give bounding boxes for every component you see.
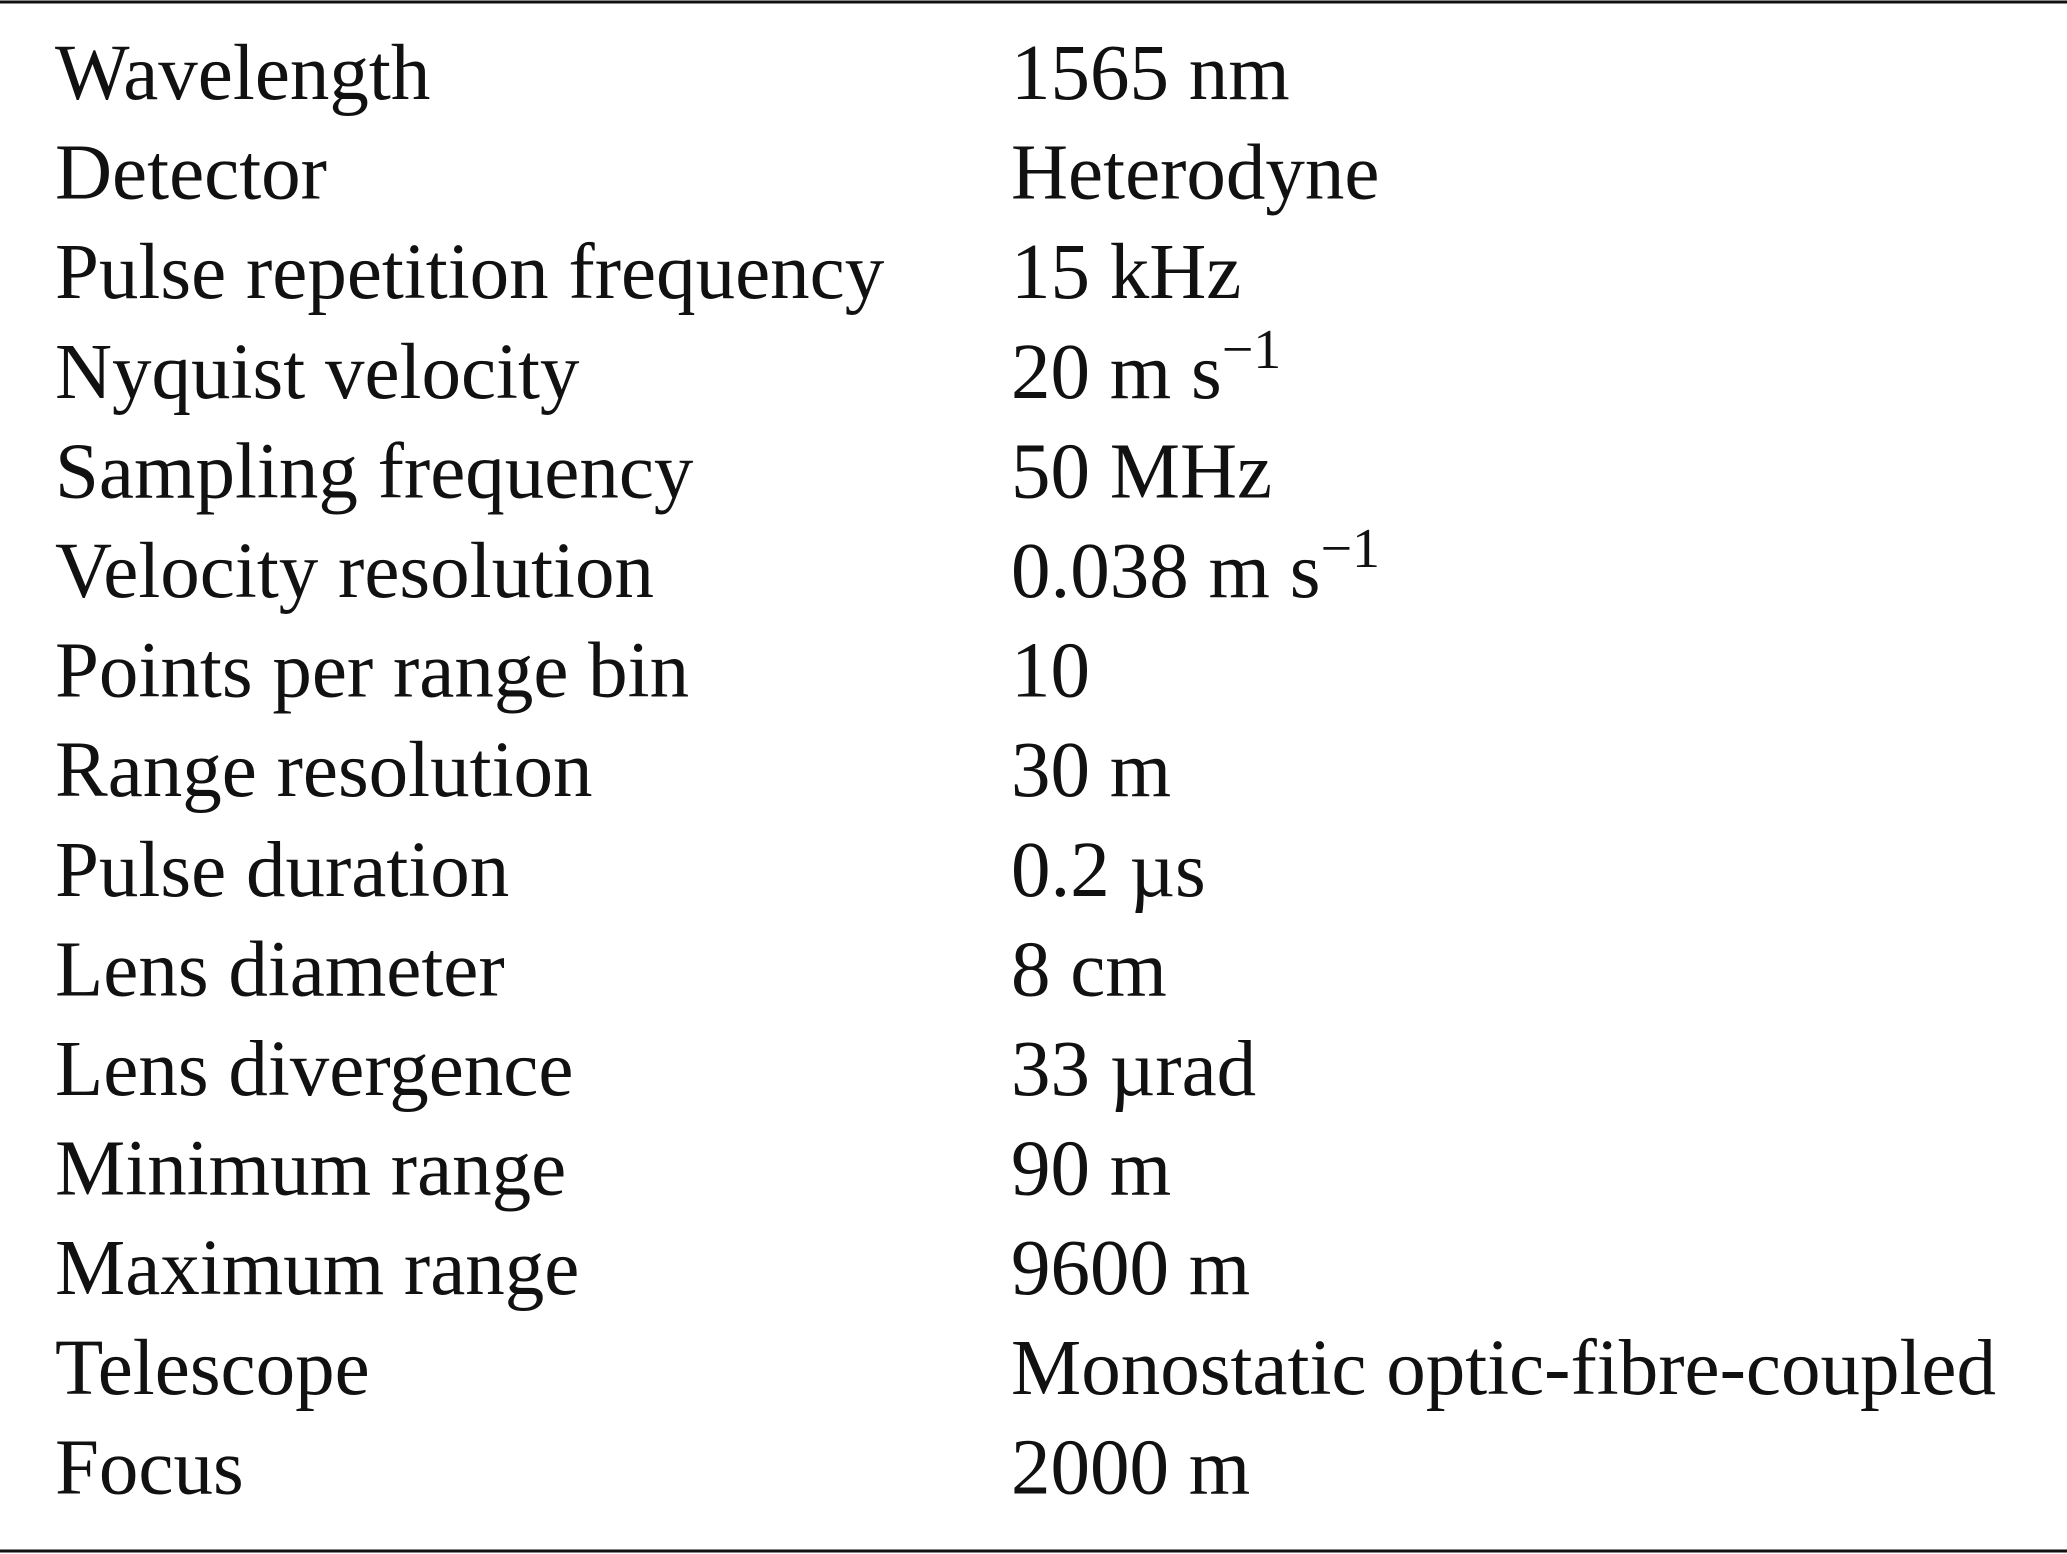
parameter-value: 0.2 µs bbox=[1011, 827, 1206, 914]
parameter-label: Detector bbox=[55, 130, 327, 217]
parameter-value: 33 µrad bbox=[1011, 1026, 1256, 1113]
parameter-value: 8 cm bbox=[1011, 926, 1167, 1013]
parameter-label: Lens divergence bbox=[55, 1026, 573, 1113]
parameter-value: 1565 nm bbox=[1011, 30, 1290, 117]
value-text: 20 m s bbox=[1011, 329, 1222, 416]
parameter-value: 2000 m bbox=[1011, 1424, 1250, 1511]
parameter-label: Minimum range bbox=[55, 1126, 566, 1213]
parameter-value: 30 m bbox=[1011, 727, 1171, 814]
parameter-label: Wavelength bbox=[55, 30, 430, 117]
parameter-label: Pulse duration bbox=[55, 827, 509, 914]
parameter-label: Sampling frequency bbox=[55, 428, 694, 515]
parameter-value: Monostatic optic-fibre-coupled bbox=[1011, 1325, 1996, 1412]
parameter-label: Pulse repetition frequency bbox=[55, 229, 885, 316]
value-superscript: −1 bbox=[1222, 319, 1282, 381]
parameter-label: Points per range bin bbox=[55, 628, 689, 715]
parameter-value: 15 kHz bbox=[1011, 229, 1241, 316]
parameter-label: Telescope bbox=[55, 1325, 370, 1412]
parameter-label: Maximum range bbox=[55, 1225, 579, 1312]
parameter-value: 90 m bbox=[1011, 1126, 1171, 1213]
parameter-value: Heterodyne bbox=[1011, 130, 1380, 217]
parameter-label: Nyquist velocity bbox=[55, 329, 580, 416]
parameter-label: Velocity resolution bbox=[55, 528, 654, 615]
parameter-label: Lens diameter bbox=[55, 926, 505, 1013]
parameter-value: 10 bbox=[1011, 628, 1090, 715]
parameter-value: 9600 m bbox=[1011, 1225, 1250, 1312]
parameter-label: Focus bbox=[55, 1424, 244, 1511]
parameter-value: 20 m s−1 bbox=[1011, 319, 1281, 416]
parameter-value: 0.038 m s−1 bbox=[1011, 518, 1380, 615]
parameter-label: Range resolution bbox=[55, 727, 593, 814]
parameter-value: 50 MHz bbox=[1011, 428, 1272, 515]
value-text: 0.038 m s bbox=[1011, 528, 1320, 615]
value-superscript: −1 bbox=[1320, 518, 1380, 580]
